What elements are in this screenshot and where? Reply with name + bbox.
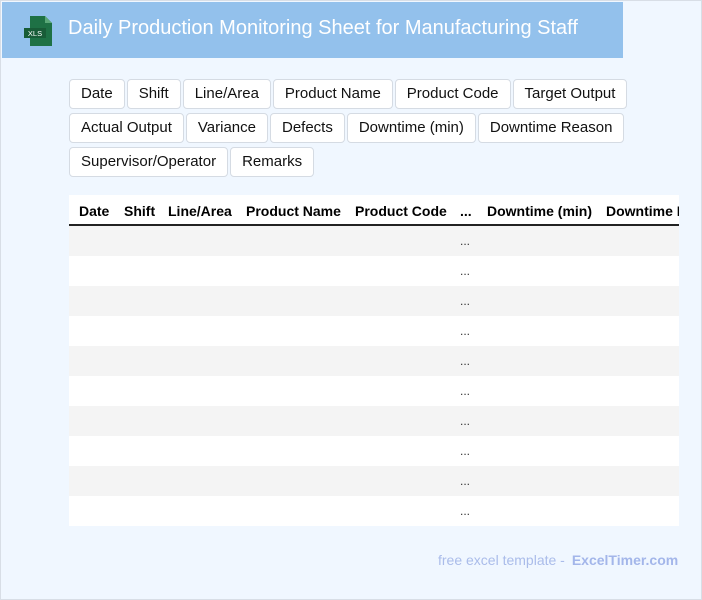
- table-row: ...: [69, 256, 679, 286]
- page-title: Daily Production Monitoring Sheet for Ma…: [68, 17, 578, 39]
- ellipsis-cell: ...: [460, 264, 471, 278]
- field-chip[interactable]: Downtime (min): [346, 113, 476, 143]
- ellipsis-cell: ...: [460, 474, 471, 488]
- column-header[interactable]: ...: [460, 203, 472, 219]
- field-chip[interactable]: Shift: [126, 79, 181, 109]
- column-header[interactable]: Line/Area: [168, 203, 232, 219]
- table-row: ...: [69, 226, 679, 256]
- table-row: ...: [69, 466, 679, 496]
- field-chip[interactable]: Downtime Reason: [477, 113, 625, 143]
- footer-text: free excel template -: [438, 552, 565, 568]
- table-row: ...: [69, 316, 679, 346]
- field-chip[interactable]: Product Code: [394, 79, 511, 109]
- field-chip[interactable]: Actual Output: [69, 113, 184, 143]
- field-chip[interactable]: Product Name: [272, 79, 393, 109]
- field-chip[interactable]: Remarks: [230, 147, 315, 177]
- ellipsis-cell: ...: [460, 504, 471, 518]
- table-row: ...: [69, 496, 679, 526]
- ellipsis-cell: ...: [460, 294, 471, 308]
- footer-brand-link[interactable]: ExcelTimer.com: [571, 552, 679, 568]
- column-header[interactable]: Downtime Reason: [606, 203, 679, 219]
- ellipsis-cell: ...: [460, 234, 471, 248]
- table-row: ...: [69, 406, 679, 436]
- field-chip[interactable]: Date: [69, 79, 125, 109]
- table-row: ...: [69, 346, 679, 376]
- column-header[interactable]: Date: [79, 203, 110, 219]
- column-header[interactable]: Downtime (min): [487, 203, 592, 219]
- field-chip[interactable]: Variance: [185, 113, 268, 143]
- svg-text:XLS: XLS: [28, 29, 42, 38]
- ellipsis-cell: ...: [460, 444, 471, 458]
- table-row: ...: [69, 436, 679, 466]
- ellipsis-cell: ...: [460, 354, 471, 368]
- table-row: ...: [69, 286, 679, 316]
- field-chip[interactable]: Defects: [269, 113, 345, 143]
- column-header[interactable]: Shift: [124, 203, 156, 219]
- ellipsis-cell: ...: [460, 324, 471, 338]
- column-header[interactable]: Product Code: [355, 203, 447, 219]
- xls-file-icon: XLS: [24, 16, 52, 46]
- header-banner: XLS Daily Production Monitoring Sheet fo…: [2, 2, 623, 58]
- field-chip[interactable]: Target Output: [512, 79, 628, 109]
- column-header[interactable]: Product Name: [246, 203, 341, 219]
- field-chip[interactable]: Line/Area: [182, 79, 271, 109]
- field-chips: Date Shift Line/Area Product Name Product Co…: [69, 79, 629, 179]
- table-row: ...: [69, 376, 679, 406]
- table-header-row: Date Shift Line/Area Product Name Product Co…: [69, 195, 679, 226]
- ellipsis-cell: ...: [460, 384, 471, 398]
- data-table: Date Shift Line/Area Product Name Product Co…: [69, 195, 679, 526]
- footer: free excel template - ExcelTimer.com: [438, 552, 678, 568]
- ellipsis-cell: ...: [460, 414, 471, 428]
- field-chip[interactable]: Supervisor/Operator: [69, 147, 229, 177]
